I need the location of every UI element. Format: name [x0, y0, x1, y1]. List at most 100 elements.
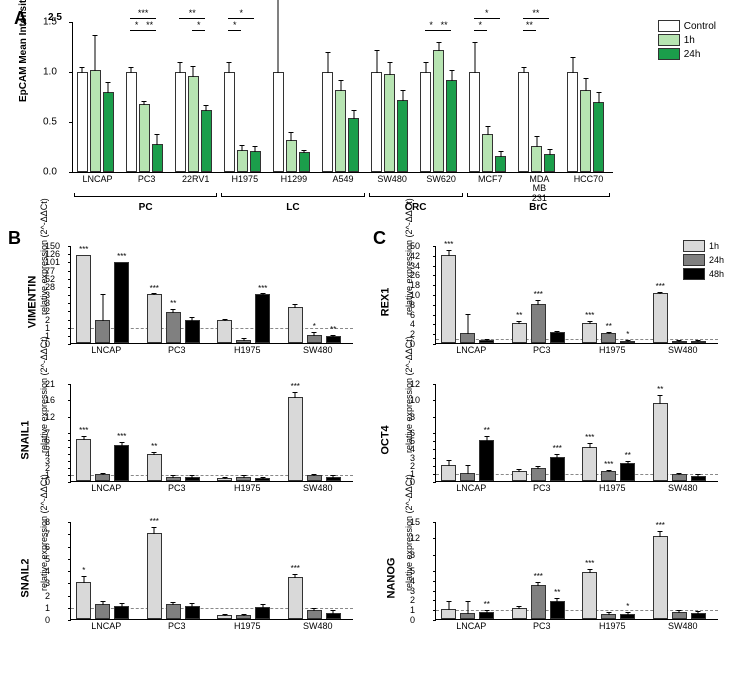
panel-b: B VIMENTINrelative expression (2^-ΔΔCt)0… — [12, 240, 359, 654]
mini-xlabel: LNCAP — [437, 621, 505, 631]
mini-ytick: 6 — [45, 542, 50, 552]
mini-axis: 012345678*LNCAP***PC3H1975***SW480 — [70, 522, 353, 620]
mini-xlabel: PC3 — [508, 621, 576, 631]
mini-sig: ** — [484, 601, 490, 609]
panel-a-group — [322, 72, 359, 172]
mini-group: ****** — [76, 255, 129, 343]
mini-bar: *** — [531, 585, 546, 619]
mini-bar: *** — [582, 323, 597, 343]
panel-a-bar — [544, 154, 555, 172]
mini-bar — [672, 612, 687, 619]
mini-bar — [460, 613, 475, 619]
mini-group: ***** — [147, 294, 200, 343]
panel-a-xlabel: SW620 — [417, 175, 465, 184]
mini-xlabel: H1975 — [213, 345, 281, 355]
panel-a-bar — [139, 104, 150, 172]
mini-group — [217, 607, 270, 619]
mini-ytick: 4 — [410, 576, 415, 586]
panel-a-sig: * — [228, 30, 241, 31]
panel-a-group — [224, 72, 261, 172]
panel-a-bar — [152, 144, 163, 172]
panel-a-bar — [495, 156, 506, 172]
mini-sig: *** — [117, 253, 126, 261]
mini-bar: ** — [147, 454, 162, 481]
mini-xlabel: LNCAP — [72, 621, 140, 631]
panel-a-sig: * — [474, 18, 500, 19]
panel-a-group — [469, 72, 506, 172]
legend-label: 24h — [709, 255, 724, 265]
mini-group: ****** — [76, 439, 129, 481]
legend-swatch — [683, 254, 705, 266]
mini-bar — [185, 606, 200, 619]
mini-group: *** — [288, 397, 341, 481]
mini-sig: *** — [258, 285, 267, 293]
panel-a-bar — [286, 140, 297, 172]
mini-bar: *** — [288, 397, 303, 481]
mini-xlabel: H1975 — [578, 621, 646, 631]
mini-xlabel: SW480 — [649, 483, 717, 493]
mini-sig: ** — [170, 300, 176, 308]
mini-axis: 012345681012**LNCAP***PC3********H1975**… — [435, 384, 718, 482]
mini-sig: *** — [585, 312, 594, 320]
mini-ytick: 2 — [410, 595, 415, 605]
mini-bar: *** — [114, 262, 129, 343]
mini-chart: SNAIL1relative expression (2^-ΔΔCt)01234… — [12, 378, 359, 508]
panel-a-bar — [397, 100, 408, 172]
panel-a-ytick: 0.5 — [43, 117, 57, 128]
mini-bar: ** — [653, 403, 668, 481]
mini-ytick: 4 — [45, 566, 50, 576]
mini-bar: *** — [147, 533, 162, 619]
mini-ytick: 1 — [45, 603, 50, 613]
mini-ytick: 0 — [410, 615, 415, 625]
mini-bar: * — [620, 614, 635, 619]
panel-a-xlabel: HCC70 — [564, 175, 612, 184]
panel-a-xlabel: LNCAP — [74, 175, 122, 184]
mini-sig: *** — [585, 434, 594, 442]
mini-sig: *** — [291, 565, 300, 573]
mini-xlabel: SW480 — [649, 345, 717, 355]
panel-a-xlabel: A549 — [319, 175, 367, 184]
mini-sig: ** — [606, 323, 612, 331]
mini-ytick: 21 — [45, 379, 55, 389]
mini-sig: ** — [554, 589, 560, 597]
legend-label: 1h — [709, 241, 719, 251]
mini-sig: ** — [484, 427, 490, 435]
panel-a-axis: 0.00.51.01.5LNCAPPC322RV1H1975H1299A549S… — [72, 22, 613, 173]
mini-sig: *** — [585, 560, 594, 568]
mini-group: *** — [147, 533, 200, 619]
legend-swatch — [683, 240, 705, 252]
panel-a-sig: ** — [523, 18, 549, 19]
mini-ytick: 0 — [45, 615, 50, 625]
panel-a-bar — [90, 70, 101, 172]
mini-xlabel: SW480 — [284, 345, 352, 355]
mini-bar: *** — [653, 293, 668, 343]
panel-a-bar — [201, 110, 212, 172]
panel-a-bar — [593, 102, 604, 172]
cancer-group-label: BrC — [467, 196, 610, 213]
mini-bar — [512, 608, 527, 619]
mini-bar — [166, 477, 181, 481]
gene-label: NANOG — [385, 558, 397, 599]
mini-bar — [441, 609, 456, 619]
gene-label: SNAIL2 — [20, 559, 32, 598]
panel-a-bar — [273, 72, 284, 172]
panel-a-bar — [103, 92, 114, 172]
mini-ytick: 26 — [410, 270, 420, 280]
mini-ytick: 3 — [45, 578, 50, 588]
mini-group: ** — [441, 440, 494, 481]
panel-a-sig: ** — [523, 30, 536, 31]
mini-group: * — [76, 582, 129, 619]
mini-sig: * — [313, 323, 316, 331]
mini-sig: ** — [516, 312, 522, 320]
legend-swatch — [683, 268, 705, 280]
mini-bar — [672, 474, 687, 481]
mini-bar — [95, 474, 110, 481]
mini-bar — [460, 473, 475, 481]
panel-c: C REX1relative expression (2^-ΔΔCt)02468… — [377, 240, 724, 654]
mini-bar — [479, 340, 494, 343]
mini-sig: * — [626, 603, 629, 611]
mini-ytick: 42 — [410, 251, 420, 261]
mini-axis: 0112233285277101126150******LNCAP*****PC… — [70, 246, 353, 344]
mini-ytick: 50 — [410, 241, 420, 251]
mini-bar — [691, 613, 706, 619]
